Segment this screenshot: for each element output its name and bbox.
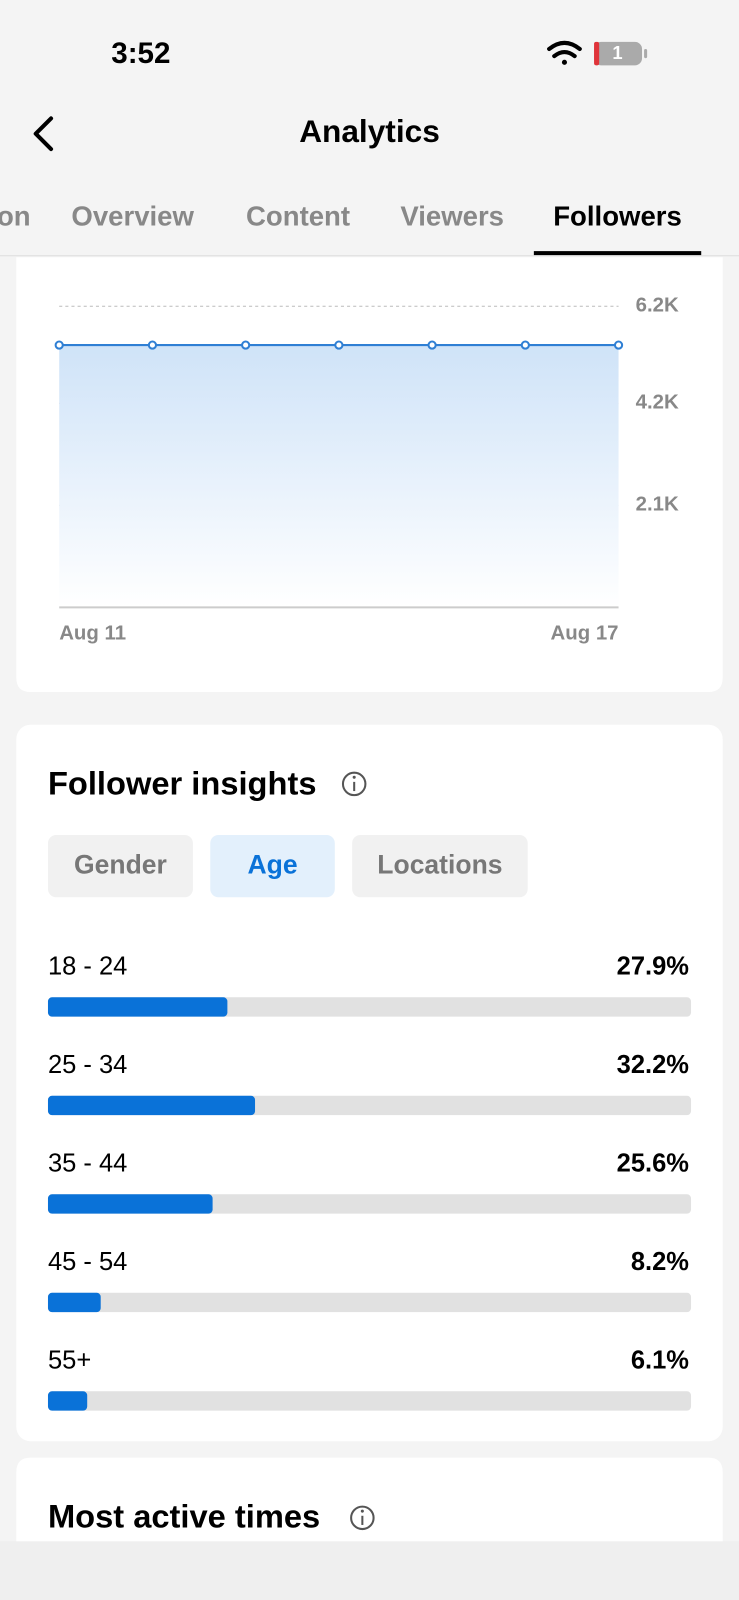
bar: [47, 1292, 101, 1313]
status-time: 3:52: [111, 37, 170, 70]
x-tick-label: Aug 11: [59, 622, 126, 644]
battery-level: [594, 41, 600, 66]
bar: [47, 1194, 213, 1214]
section-title: Most active times: [48, 1497, 320, 1534]
filter-label[interactable]: Gender: [74, 850, 167, 880]
point: [427, 340, 437, 350]
info-icon[interactable]: [341, 771, 367, 797]
section-title: Follower insights: [48, 765, 317, 802]
battery-text: 1: [612, 42, 622, 63]
battery-tip: [644, 49, 648, 59]
area-fill: [59, 345, 619, 608]
age-label: 18 - 24: [48, 952, 127, 980]
bar-track: [47, 1292, 692, 1313]
point: [241, 340, 251, 350]
back-button[interactable]: [33, 116, 54, 152]
wifi-icon: [547, 40, 582, 65]
value-label: 32.2%: [617, 1051, 689, 1079]
point: [147, 340, 158, 350]
age-label: 45 - 54: [48, 1248, 127, 1276]
next-card: [16, 1457, 723, 1542]
tab[interactable]: Content: [246, 201, 350, 232]
tab[interactable]: Followers: [553, 201, 682, 232]
x-tick-label: Aug 17: [551, 622, 619, 644]
tab-indicator: [533, 251, 702, 256]
y-tick-label: 2.1K: [636, 494, 679, 516]
bar: [47, 1095, 256, 1116]
value-label: 8.2%: [631, 1248, 689, 1276]
tab[interactable]: on: [0, 201, 31, 232]
battery: [594, 41, 643, 66]
value-label: 25.6%: [617, 1149, 689, 1177]
value-label: 27.9%: [617, 952, 689, 980]
y-tick-label: 6.2K: [636, 295, 679, 317]
point: [613, 340, 624, 350]
bar: [47, 1391, 88, 1411]
insights-card: [16, 724, 723, 1442]
bottom-area: [0, 1541, 739, 1600]
age-label: 35 - 44: [48, 1149, 127, 1177]
bar: [47, 997, 228, 1017]
filter-button[interactable]: [210, 834, 335, 898]
filter-label[interactable]: Age: [247, 850, 297, 880]
bar-track: [47, 1391, 692, 1411]
tab[interactable]: Viewers: [400, 201, 504, 232]
point: [334, 340, 344, 350]
value-label: 6.1%: [631, 1346, 689, 1374]
area-chart: 2.1K 4.2K 6.2K Aug 11 Aug 17: [54, 295, 679, 644]
point: [520, 340, 530, 350]
filter-button[interactable]: [352, 834, 528, 898]
age-label: 55+: [48, 1346, 91, 1374]
info-icon[interactable]: [350, 1505, 375, 1531]
filter-button[interactable]: [47, 834, 193, 898]
filter-group: Gender Age Locations: [47, 834, 528, 898]
point: [54, 340, 64, 350]
tab[interactable]: Overview: [71, 201, 194, 232]
tab-bar: on Overview Content Viewers Followers: [0, 201, 702, 256]
age-label: 25 - 34: [48, 1051, 127, 1079]
y-tick-label: 4.2K: [636, 392, 679, 414]
age-bar-chart: 18 - 24 27.9% 25 - 34 32.2% 35 - 44 25.6% 45 -…: [47, 952, 692, 1411]
filter-label[interactable]: Locations: [377, 850, 502, 880]
page-title: Analytics: [299, 113, 440, 149]
